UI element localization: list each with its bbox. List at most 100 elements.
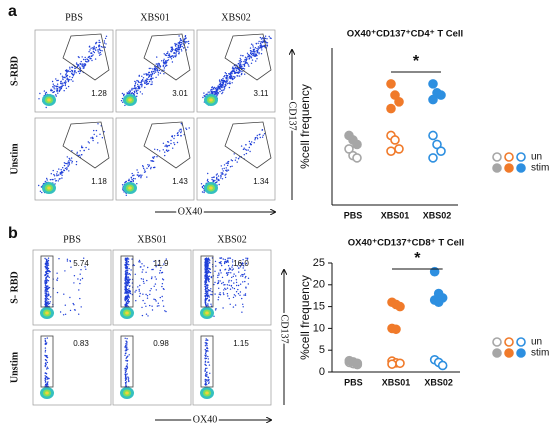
event-dot [148,67,150,70]
data-point [428,153,438,163]
event-dot [215,181,217,184]
event-dot [39,190,42,192]
event-dot [45,362,47,365]
event-dot [45,285,47,287]
event-dot [44,265,47,268]
event-dot [126,261,128,263]
event-dot [141,263,143,265]
event-dot [250,62,253,64]
event-dot [175,45,177,47]
event-dot [72,302,74,305]
event-density [205,391,209,395]
gate [120,335,134,388]
event-dot [46,355,48,357]
event-dot [213,91,215,93]
event-dot [205,281,208,284]
event-dot [256,47,258,50]
event-dot [69,66,71,69]
event-dot [129,292,131,294]
event-dot [127,179,130,182]
event-dot [126,363,128,365]
event-dot [253,49,255,51]
event-dot [166,150,169,152]
event-dot [78,72,81,75]
event-dot [144,169,146,171]
event-dot [46,361,49,364]
gate [40,335,54,388]
event-dot [170,46,172,48]
event-dot [249,150,251,153]
event-dot [206,279,208,281]
event-dot [206,273,208,276]
event-dot [222,77,224,80]
event-dot [235,291,238,293]
event-dot [79,67,82,69]
event-dot [228,271,230,274]
data-point [436,146,446,156]
event-dot [127,376,129,378]
event-dot [44,365,46,368]
event-dot [247,64,249,66]
event-dot [207,361,210,363]
event-dot [126,293,128,295]
event-dot [145,305,147,307]
event-dot [127,281,130,284]
event-dot [61,85,63,88]
event-dot [230,280,233,282]
event-dot [125,303,128,305]
event-dot [87,61,89,63]
event-dot [146,74,148,76]
event-dot [246,62,249,64]
event-dot [259,36,262,39]
event-dot [214,309,217,311]
event-dot [135,89,137,92]
event-dot [254,137,257,139]
event-dot [77,278,79,280]
event-dot [217,276,219,279]
event-dot [124,352,127,355]
event-dot [53,88,55,90]
event-dot [99,51,102,54]
event-dot [97,142,99,144]
event-dot [155,266,157,268]
event-dot [162,300,164,302]
event-dot [46,337,48,339]
event-dot [134,178,136,180]
event-dot [206,384,208,386]
event-dot [228,279,230,282]
event-dot [204,261,206,263]
event-dot [152,268,154,271]
event-dot [209,262,211,264]
event-dot [44,338,46,340]
event-dot [147,73,149,75]
gate-frequency: 1.18 [91,177,107,186]
event-dot [227,169,230,171]
event-dot [176,134,179,137]
event-dot [234,76,236,78]
event-dot [58,178,60,180]
event-dot [212,180,215,182]
event-dot [137,286,139,288]
event-dot [74,70,76,72]
event-dot [178,41,181,43]
event-dot [124,346,126,349]
event-dot [207,172,209,175]
event-dot [221,83,223,86]
event-dot [70,266,72,268]
event-dot [146,176,148,178]
event-dot [161,60,163,62]
event-dot [90,137,92,139]
data-point [428,79,438,89]
event-dot [138,259,141,262]
event-dot [207,289,210,291]
event-dot [77,65,79,67]
event-dot [66,78,68,81]
event-dot [57,79,59,82]
column-label: PBS [63,234,81,245]
event-dot [65,70,68,72]
event-dot [45,297,47,299]
event-dot [56,173,58,175]
event-dot [126,342,128,344]
event-dot [152,156,154,159]
event-dot [125,345,127,347]
